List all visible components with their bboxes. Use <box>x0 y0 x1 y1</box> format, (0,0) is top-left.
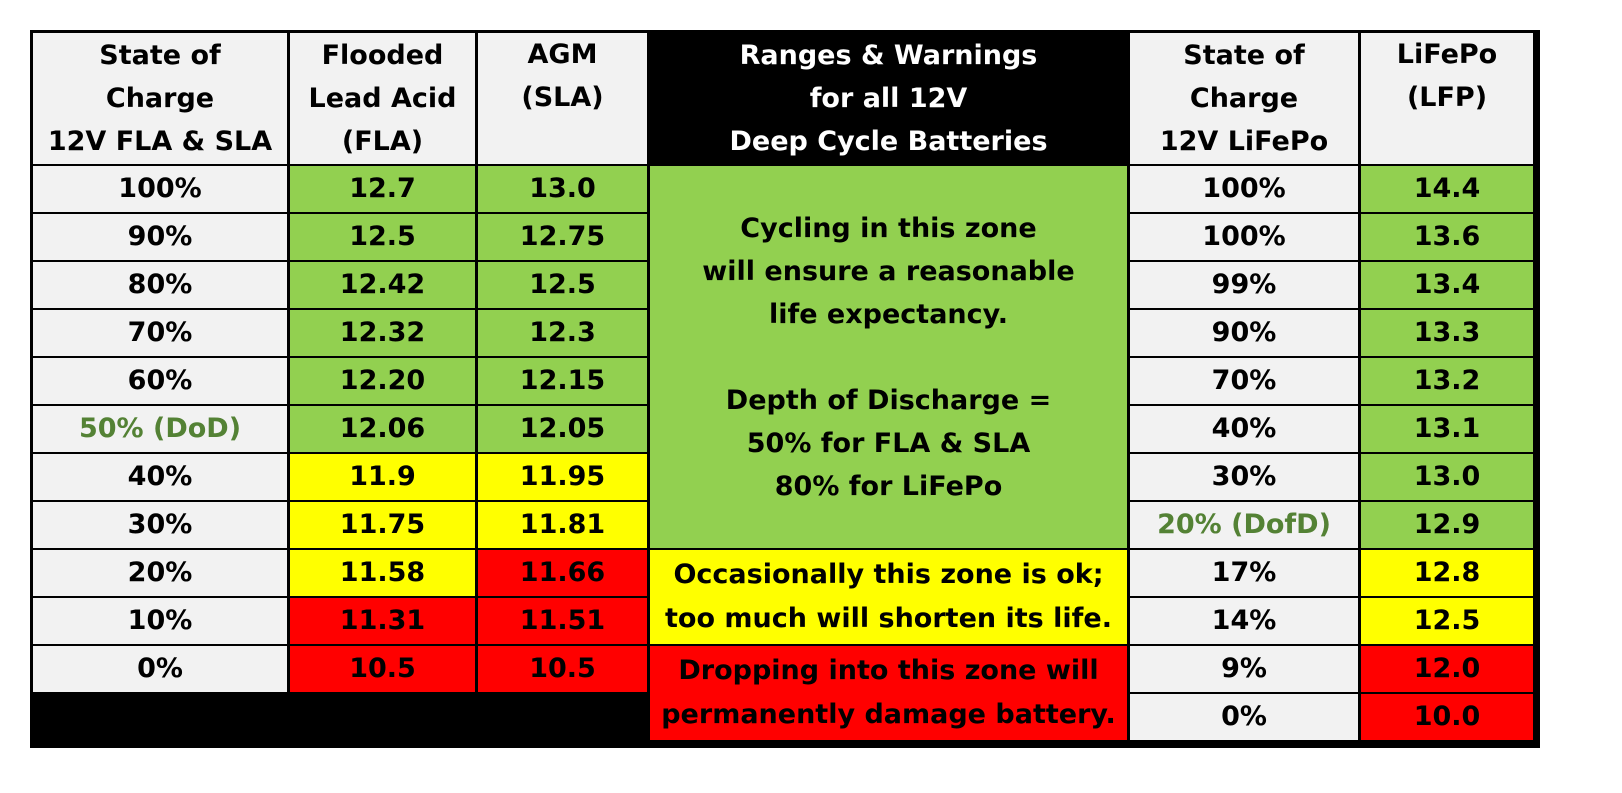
lifepo-voltage-cell: 13.2 <box>1361 358 1533 404</box>
fla-voltage-cell: 11.9 <box>290 454 475 500</box>
lifepo-voltage-cell: 13.0 <box>1361 454 1533 500</box>
soc-lifepo-cell: 14% <box>1130 598 1358 644</box>
fla-voltage-cell: 11.31 <box>290 598 475 644</box>
agm-voltage-cell: 12.3 <box>478 310 647 356</box>
soc-fla-cell: 70% <box>33 310 287 356</box>
header-line: for all 12V <box>809 83 968 114</box>
header-line: 12V FLA & SLA <box>47 126 273 157</box>
empty-black-filler <box>33 694 647 740</box>
header-line: Charge <box>105 83 215 114</box>
lifepo-voltage-cell: 13.3 <box>1361 310 1533 356</box>
fla-voltage-cell: 12.32 <box>290 310 475 356</box>
fla-voltage-cell: 11.75 <box>290 502 475 548</box>
soc-fla-cell: 60% <box>33 358 287 404</box>
header-lifepo: LiFePo (LFP) <box>1361 33 1533 164</box>
yellow-zone-note: Occasionally this zone is ok; too much w… <box>650 550 1127 644</box>
header-flooded: Flooded Lead Acid (FLA) <box>290 33 475 164</box>
agm-voltage-cell: 13.0 <box>478 166 647 212</box>
soc-lifepo-cell: 90% <box>1130 310 1358 356</box>
header-line: Deep Cycle Batteries <box>729 126 1048 157</box>
soc-fla-cell: 30% <box>33 502 287 548</box>
lifepo-voltage-cell: 12.8 <box>1361 550 1533 596</box>
agm-voltage-cell: 11.81 <box>478 502 647 548</box>
soc-lifepo-cell: 40% <box>1130 406 1358 452</box>
fla-voltage-cell: 11.58 <box>290 550 475 596</box>
agm-voltage-cell: 11.51 <box>478 598 647 644</box>
soc-fla-cell: 10% <box>33 598 287 644</box>
zone-line: too much will shorten its life. <box>665 603 1112 634</box>
lifepo-voltage-cell: 12.5 <box>1361 598 1533 644</box>
fla-voltage-cell: 12.7 <box>290 166 475 212</box>
soc-lifepo-cell: 30% <box>1130 454 1358 500</box>
agm-voltage-cell: 12.75 <box>478 214 647 260</box>
soc-lifepo-cell: 9% <box>1130 646 1358 692</box>
lifepo-voltage-cell: 13.6 <box>1361 214 1533 260</box>
header-line: State of <box>99 40 221 71</box>
zone-line: 50% for FLA & SLA <box>746 427 1031 459</box>
lifepo-voltage-cell: 12.0 <box>1361 646 1533 692</box>
header-line: Ranges & Warnings <box>739 40 1038 71</box>
lifepo-voltage-cell: 10.0 <box>1361 694 1533 740</box>
zone-line: Depth of Discharge = <box>725 384 1052 416</box>
soc-fla-cell: 100% <box>33 166 287 212</box>
lifepo-voltage-cell: 13.4 <box>1361 262 1533 308</box>
header-soc-fla: State of Charge 12V FLA & SLA <box>33 33 287 164</box>
header-line: (SLA) <box>521 82 604 113</box>
fla-voltage-cell: 12.5 <box>290 214 475 260</box>
lifepo-voltage-cell: 14.4 <box>1361 166 1533 212</box>
header-line: (FLA) <box>341 126 424 157</box>
header-soc-lifepo: State of Charge 12V LiFePo <box>1130 33 1358 164</box>
battery-voltage-table: State of Charge 12V FLA & SLA Flooded Le… <box>33 33 1533 740</box>
header-line: 12V LiFePo <box>1159 126 1329 157</box>
header-agm: AGM (SLA) <box>478 33 647 164</box>
agm-voltage-cell: 11.95 <box>478 454 647 500</box>
soc-fla-dod-cell: 50% (DoD) <box>33 406 287 452</box>
agm-voltage-cell: 11.66 <box>478 550 647 596</box>
lifepo-voltage-cell: 12.9 <box>1361 502 1533 548</box>
zone-line: life expectancy. <box>768 298 1009 330</box>
green-zone-note: Cycling in this zone will ensure a reaso… <box>650 166 1127 548</box>
soc-lifepo-cell: 70% <box>1130 358 1358 404</box>
header-line: State of <box>1183 40 1305 71</box>
red-zone-note: Dropping into this zone will permanently… <box>650 646 1127 740</box>
header-line: Lead Acid <box>308 83 457 114</box>
soc-fla-cell: 90% <box>33 214 287 260</box>
header-ranges-warnings: Ranges & Warnings for all 12V Deep Cycle… <box>650 33 1127 164</box>
zone-line: will ensure a reasonable <box>702 255 1075 287</box>
zone-line: permanently damage battery. <box>661 699 1116 730</box>
agm-voltage-cell: 12.15 <box>478 358 647 404</box>
header-line: (LFP) <box>1406 82 1488 113</box>
soc-lifepo-cell: 100% <box>1130 166 1358 212</box>
zone-line: Dropping into this zone will <box>678 655 1099 686</box>
soc-fla-cell: 40% <box>33 454 287 500</box>
header-line: AGM <box>527 39 598 70</box>
zone-line: Cycling in this zone <box>740 212 1037 244</box>
header-line: LiFePo <box>1396 39 1498 70</box>
header-line: Charge <box>1189 83 1299 114</box>
fla-voltage-cell: 12.20 <box>290 358 475 404</box>
battery-chart-frame: State of Charge 12V FLA & SLA Flooded Le… <box>30 30 1540 748</box>
soc-lifepo-cell: 99% <box>1130 262 1358 308</box>
header-line: Flooded <box>321 40 444 71</box>
soc-fla-cell: 20% <box>33 550 287 596</box>
soc-lifepo-cell: 100% <box>1130 214 1358 260</box>
soc-lifepo-cell: 0% <box>1130 694 1358 740</box>
agm-voltage-cell: 12.5 <box>478 262 647 308</box>
fla-voltage-cell: 12.06 <box>290 406 475 452</box>
fla-voltage-cell: 12.42 <box>290 262 475 308</box>
agm-voltage-cell: 12.05 <box>478 406 647 452</box>
fla-voltage-cell: 10.5 <box>290 646 475 692</box>
lifepo-voltage-cell: 13.1 <box>1361 406 1533 452</box>
agm-voltage-cell: 10.5 <box>478 646 647 692</box>
zone-line: Occasionally this zone is ok; <box>673 559 1104 590</box>
soc-fla-cell: 80% <box>33 262 287 308</box>
zone-line: 80% for LiFePo <box>774 470 1003 502</box>
soc-lifepo-cell: 17% <box>1130 550 1358 596</box>
soc-lifepo-dod-cell: 20% (DofD) <box>1130 502 1358 548</box>
soc-fla-cell: 0% <box>33 646 287 692</box>
